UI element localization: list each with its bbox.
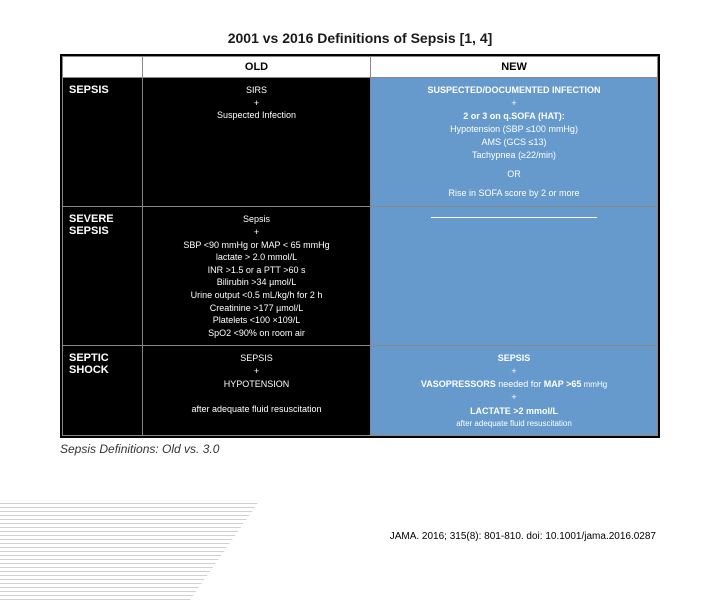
- txt: Sepsis: [147, 213, 366, 226]
- txt: SIRS: [147, 84, 366, 97]
- txt: Rise in SOFA score by 2 or more: [375, 187, 653, 200]
- slide-title: 2001 vs 2016 Definitions of Sepsis [1, 4…: [0, 30, 720, 46]
- sepsis-new: SUSPECTED/DOCUMENTED INFECTION + 2 or 3 …: [371, 78, 658, 207]
- table-caption: Sepsis Definitions: Old vs. 3.0: [60, 442, 660, 456]
- divider: [431, 217, 598, 218]
- txt: SUSPECTED/DOCUMENTED INFECTION: [375, 84, 653, 97]
- txt: Suspected Infection: [147, 109, 366, 122]
- txt: after adequate fluid resuscitation: [147, 403, 366, 416]
- severe-old: Sepsis + SBP <90 mmHg or MAP < 65 mmHg l…: [143, 207, 371, 346]
- txt: Tachypnea (≥22/min): [375, 149, 653, 162]
- txt: SEPSIS: [147, 352, 366, 365]
- txt: OR: [375, 168, 653, 181]
- txt: Bilirubin >34 µmol/L: [147, 276, 366, 289]
- txt: VASOPRESSORS needed for MAP >65 mmHg: [375, 378, 653, 391]
- header-old: OLD: [143, 57, 371, 78]
- txt: AMS (GCS ≤13): [375, 136, 653, 149]
- txt: Urine output <0.5 mL/kg/h for 2 h: [147, 289, 366, 302]
- txt: HYPOTENSION: [147, 378, 366, 391]
- txt: lactate > 2.0 mmol/L: [147, 251, 366, 264]
- txt: Creatinine >177 µmol/L: [147, 302, 366, 315]
- txt: needed for: [496, 379, 544, 389]
- txt: mmHg: [581, 380, 607, 389]
- txt: Hypotension (SBP ≤100 mmHg): [375, 123, 653, 136]
- decorative-wedge: [0, 500, 260, 600]
- row-shock: SEPTIC SHOCK SEPSIS + HYPOTENSION after …: [63, 346, 658, 436]
- txt: +: [375, 97, 653, 110]
- txt: SpO2 <90% on room air: [147, 327, 366, 340]
- row-severe: SEVERE SEPSIS Sepsis + SBP <90 mmHg or M…: [63, 207, 658, 346]
- shock-old: SEPSIS + HYPOTENSION after adequate flui…: [143, 346, 371, 436]
- txt: Platelets <100 ×109/L: [147, 314, 366, 327]
- txt: +: [375, 391, 653, 404]
- txt: +: [147, 97, 366, 110]
- citation: JAMA. 2016; 315(8): 801-810. doi: 10.100…: [386, 529, 660, 544]
- txt: INR >1.5 or a PTT >60 s: [147, 264, 366, 277]
- header-new: NEW: [371, 57, 658, 78]
- definitions-table: OLD NEW SEPSIS SIRS + Suspected Infectio…: [60, 54, 660, 438]
- shock-new: SEPSIS + VASOPRESSORS needed for MAP >65…: [371, 346, 658, 436]
- txt: 2 or 3 on q.SOFA (HAT):: [375, 110, 653, 123]
- row-sepsis: SEPSIS SIRS + Suspected Infection SUSPEC…: [63, 78, 658, 207]
- row-label-shock: SEPTIC SHOCK: [63, 346, 143, 436]
- severe-new: [371, 207, 658, 346]
- row-label-sepsis: SEPSIS: [63, 78, 143, 207]
- sepsis-old: SIRS + Suspected Infection: [143, 78, 371, 207]
- txt: SBP <90 mmHg or MAP < 65 mmHg: [147, 239, 366, 252]
- txt: LACTATE >2 mmol/L: [375, 405, 653, 418]
- txt: VASOPRESSORS: [421, 379, 496, 389]
- txt: after adequate fluid resuscitation: [375, 418, 653, 430]
- txt: +: [147, 365, 366, 378]
- row-label-severe: SEVERE SEPSIS: [63, 207, 143, 346]
- txt: SEPSIS: [375, 352, 653, 365]
- header-row: OLD NEW: [63, 57, 658, 78]
- txt: +: [147, 226, 366, 239]
- header-blank: [63, 57, 143, 78]
- txt: [147, 390, 366, 403]
- txt: MAP >65: [544, 379, 582, 389]
- txt: +: [375, 365, 653, 378]
